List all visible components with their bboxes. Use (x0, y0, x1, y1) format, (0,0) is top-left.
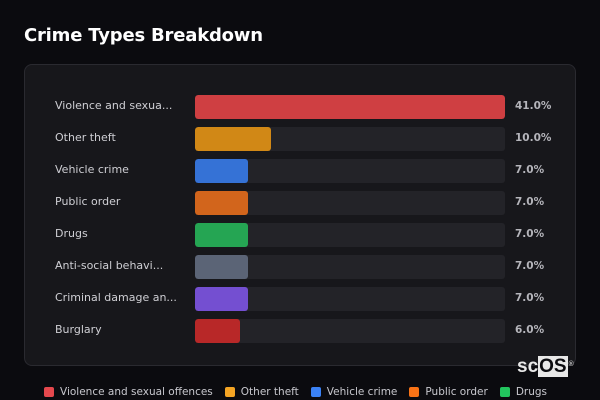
bar-fill (195, 287, 248, 311)
legend-swatch-icon (224, 387, 235, 397)
bar-track (195, 95, 505, 119)
bar-value: 7.0% (515, 292, 545, 304)
bar-value: 10.0% (515, 132, 552, 144)
bar-label: Public order (55, 195, 121, 208)
chart-card: Violence and sexua... 41.0% Other theft 10.… (24, 64, 576, 366)
legend-item: Vehicle crime (310, 386, 398, 398)
bar-value: 7.0% (515, 196, 545, 208)
bar-track (195, 127, 505, 151)
bar-row: Public order 7.0% (25, 191, 577, 215)
bar-track (195, 191, 505, 215)
bar-value: 41.0% (515, 100, 552, 112)
bar-row: Anti-social behavi... 7.0% (25, 255, 577, 279)
bar-track (195, 255, 505, 279)
legend-label: Violence and sexual offences (60, 386, 213, 398)
bar-label: Vehicle crime (55, 163, 129, 176)
bar-value: 7.0% (515, 164, 545, 176)
registered-mark: ® (568, 361, 574, 368)
legend-label: Vehicle crime (326, 386, 398, 398)
legend-swatch-icon (44, 387, 54, 397)
bar-fill (195, 159, 248, 183)
legend-item: Drugs (499, 386, 548, 398)
bar-fill (195, 223, 248, 247)
bar-track (195, 287, 505, 311)
bar-label: Violence and sexua... (55, 99, 173, 112)
bar-fill (195, 191, 248, 215)
legend-swatch-icon (310, 387, 321, 397)
legend-item: Other theft (224, 386, 299, 398)
bar-row: Criminal damage an... 7.0% (25, 287, 577, 311)
logo-os: OS (538, 356, 568, 377)
bar-label: Drugs (55, 227, 88, 240)
bar-value: 7.0% (515, 228, 545, 240)
legend-item: Violence and sexual offences (44, 386, 213, 398)
bar-row: Drugs 7.0% (25, 223, 577, 247)
scos-logo: scOS ® (517, 356, 574, 377)
bar-fill (195, 255, 248, 279)
bar-value: 6.0% (515, 324, 545, 336)
legend-label: Drugs (515, 386, 548, 398)
bar-fill (195, 127, 271, 151)
bar-track (195, 159, 505, 183)
chart-legend: Violence and sexual offences Other theft V… (44, 386, 547, 398)
bar-label: Criminal damage an... (55, 291, 177, 304)
logo-sc: sc (517, 356, 539, 377)
bar-label: Burglary (55, 323, 102, 336)
chart-title: Crime Types Breakdown (24, 25, 263, 46)
bar-row: Vehicle crime 7.0% (25, 159, 577, 183)
bar-row: Burglary 6.0% (25, 319, 577, 343)
legend-swatch-icon (499, 387, 510, 397)
legend-label: Other theft (240, 386, 299, 398)
bar-row: Violence and sexua... 41.0% (25, 95, 577, 119)
bar-fill (195, 95, 505, 119)
legend-swatch-icon (409, 387, 420, 397)
bar-track (195, 319, 505, 343)
bar-label: Other theft (55, 131, 116, 144)
bar-value: 7.0% (515, 260, 545, 272)
bar-track (195, 223, 505, 247)
bar-fill (195, 319, 241, 343)
legend-label: Public order (425, 386, 488, 398)
bar-row: Other theft 10.0% (25, 127, 577, 151)
bar-label: Anti-social behavi... (55, 259, 164, 272)
legend-item: Public order (409, 386, 488, 398)
